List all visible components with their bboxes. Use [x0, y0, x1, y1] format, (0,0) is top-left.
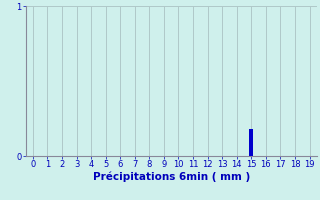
X-axis label: Précipitations 6min ( mm ): Précipitations 6min ( mm ): [92, 172, 250, 182]
Bar: [250, 129, 253, 156]
